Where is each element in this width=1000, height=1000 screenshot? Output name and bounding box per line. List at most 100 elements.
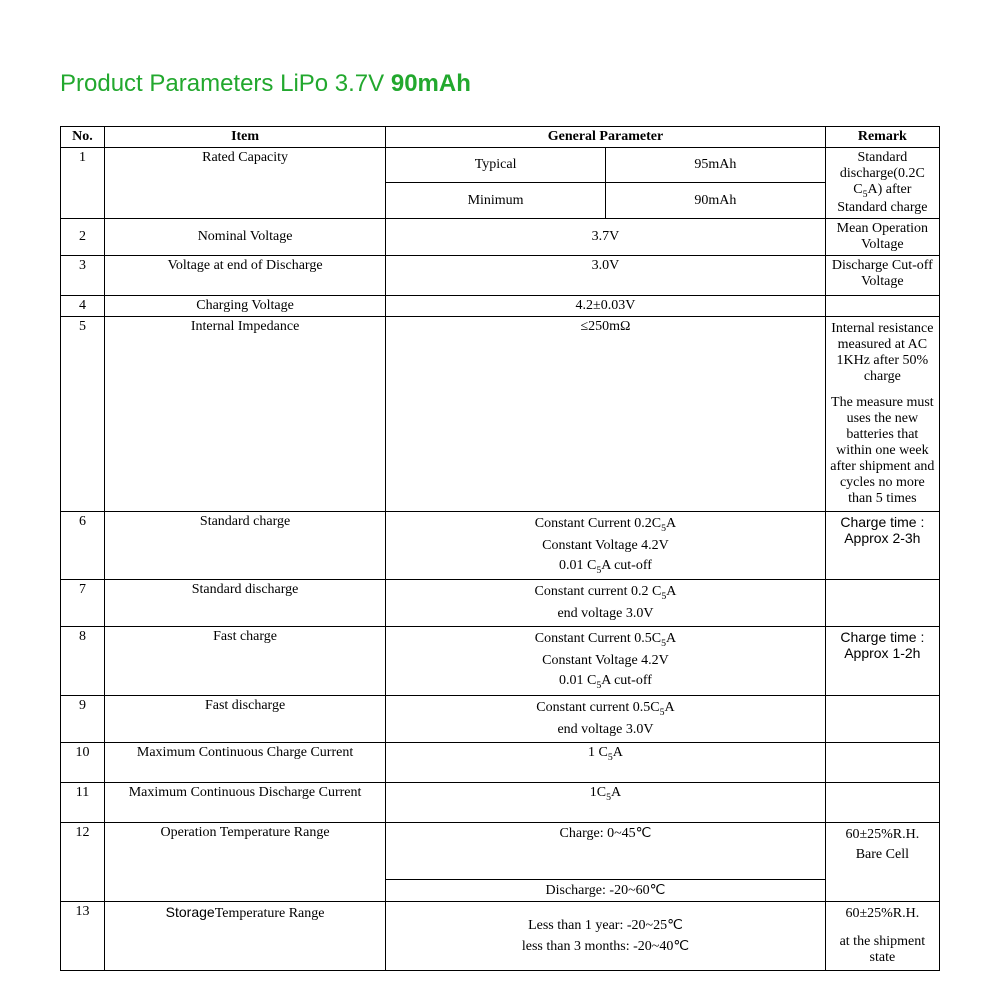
text: Constant Current 0.2C5A (390, 514, 821, 536)
cell-remark (825, 580, 939, 627)
cell-remark (825, 295, 939, 316)
table-row: 5 Internal Impedance ≤250mΩ Internal res… (61, 316, 940, 511)
text: 60±25%R.H. (830, 825, 935, 845)
text: Constant Current 0.5C5A (390, 629, 821, 651)
text: 1 C (588, 745, 608, 760)
cell-item: Standard charge (104, 511, 385, 580)
table-row: 6 Standard charge Constant Current 0.2C5… (61, 511, 940, 580)
text: 1C (590, 785, 606, 800)
cell-item: Maximum Continuous Charge Current (104, 742, 385, 782)
cell-gp: Less than 1 year: -20~25℃ less than 3 mo… (386, 901, 826, 970)
page: Product Parameters LiPo 3.7V 90mAh No. I… (0, 0, 1000, 971)
cell-remark: 60±25%R.H. Bare Cell (825, 822, 939, 901)
text: at the shipment state (830, 932, 935, 968)
cell-gp-sub: Typical (386, 148, 606, 183)
cell-item: Internal Impedance (104, 316, 385, 511)
text: 0.01 C5A cut-off (390, 556, 821, 578)
cell-gp: Constant current 0.2 C5A end voltage 3.0… (386, 580, 826, 627)
text: A (666, 631, 676, 646)
table-row: 1 Rated Capacity Typical 95mAh Standard … (61, 148, 940, 183)
text: less than 3 months: -20~40℃ (390, 936, 821, 957)
text: A cut-off (601, 558, 652, 573)
table-row: 9 Fast discharge Constant current 0.5C5A… (61, 695, 940, 742)
text: Constant current 0.5C5A (390, 698, 821, 720)
text: Constant current 0.2 C5A (390, 582, 821, 604)
table-row: 4 Charging Voltage 4.2±0.03V (61, 295, 940, 316)
cell-item: Charging Voltage (104, 295, 385, 316)
cell-item: Voltage at end of Discharge (104, 255, 385, 295)
page-title: Product Parameters LiPo 3.7V 90mAh (60, 70, 940, 98)
header-general: General Parameter (386, 127, 826, 148)
cell-gp: Constant Current 0.2C5A Constant Voltage… (386, 511, 826, 580)
cell-no: 7 (61, 580, 105, 627)
table-row: 10 Maximum Continuous Charge Current 1 C… (61, 742, 940, 782)
cell-gp-sub: 90mAh (605, 183, 825, 218)
cell-remark: 60±25%R.H. at the shipment state (825, 901, 939, 970)
text: 0.01 C (559, 673, 596, 688)
table-row: 8 Fast charge Constant Current 0.5C5A Co… (61, 627, 940, 696)
cell-gp: ≤250mΩ (386, 316, 826, 511)
cell-item: Standard discharge (104, 580, 385, 627)
cell-remark: Charge time : Approx 2-3h (825, 511, 939, 580)
text: A cut-off (601, 673, 652, 688)
text: A (666, 584, 676, 599)
text: Constant Current 0.5C (535, 631, 661, 646)
cell-remark: Mean Operation Voltage (825, 218, 939, 255)
cell-item: StorageTemperature Range (104, 901, 385, 970)
text: Internal resistance measured at AC 1KHz … (830, 319, 935, 387)
title-capacity: 90mAh (391, 70, 471, 97)
text: Constant current 0.2 C (535, 584, 662, 599)
cell-no: 3 (61, 255, 105, 295)
text: Bare Cell (830, 845, 935, 865)
cell-remark: Charge time : Approx 1-2h (825, 627, 939, 696)
table-row: 2 Nominal Voltage 3.7V Mean Operation Vo… (61, 218, 940, 255)
cell-gp: Discharge: -20~60℃ (386, 879, 826, 901)
cell-no: 11 (61, 782, 105, 822)
cell-no: 5 (61, 316, 105, 511)
text: Constant Current 0.2C (535, 516, 661, 531)
text: Storage (166, 904, 215, 920)
cell-gp: 4.2±0.03V (386, 295, 826, 316)
text: Constant Voltage 4.2V (390, 536, 821, 556)
text: A (611, 785, 621, 800)
cell-item: Rated Capacity (104, 148, 385, 219)
text: 60±25%R.H. (830, 904, 935, 924)
header-item: Item (104, 127, 385, 148)
cell-gp: 3.0V (386, 255, 826, 295)
cell-no: 13 (61, 901, 105, 970)
header-remark: Remark (825, 127, 939, 148)
text: The measure must uses the new batteries … (830, 393, 935, 509)
cell-remark (825, 782, 939, 822)
text: A (613, 745, 623, 760)
cell-no: 8 (61, 627, 105, 696)
cell-no: 12 (61, 822, 105, 901)
table-header-row: No. Item General Parameter Remark (61, 127, 940, 148)
cell-remark: Internal resistance measured at AC 1KHz … (825, 316, 939, 511)
table-row: 13 StorageTemperature Range Less than 1 … (61, 901, 940, 970)
cell-gp: Charge: 0~45℃ (386, 822, 826, 879)
cell-no: 4 (61, 295, 105, 316)
cell-gp: 3.7V (386, 218, 826, 255)
cell-remark (825, 742, 939, 782)
cell-no: 10 (61, 742, 105, 782)
parameters-table: No. Item General Parameter Remark 1 Rate… (60, 126, 940, 971)
cell-item: Fast discharge (104, 695, 385, 742)
table-row: 7 Standard discharge Constant current 0.… (61, 580, 940, 627)
text: end voltage 3.0V (390, 720, 821, 740)
cell-remark: Discharge Cut-off Voltage (825, 255, 939, 295)
text: Constant current 0.5C (536, 700, 659, 715)
cell-item: Operation Temperature Range (104, 822, 385, 901)
text: A (666, 516, 676, 531)
text: 0.01 C5A cut-off (390, 671, 821, 693)
cell-gp: 1C5A (386, 782, 826, 822)
cell-no: 1 (61, 148, 105, 219)
cell-no: 2 (61, 218, 105, 255)
text: A (664, 700, 674, 715)
text: Less than 1 year: -20~25℃ (390, 915, 821, 936)
table-row: 12 Operation Temperature Range Charge: 0… (61, 822, 940, 879)
text: end voltage 3.0V (390, 604, 821, 624)
text: 0.01 C (559, 558, 596, 573)
cell-item: Maximum Continuous Discharge Current (104, 782, 385, 822)
table-row: 3 Voltage at end of Discharge 3.0V Disch… (61, 255, 940, 295)
cell-gp: Constant current 0.5C5A end voltage 3.0V (386, 695, 826, 742)
